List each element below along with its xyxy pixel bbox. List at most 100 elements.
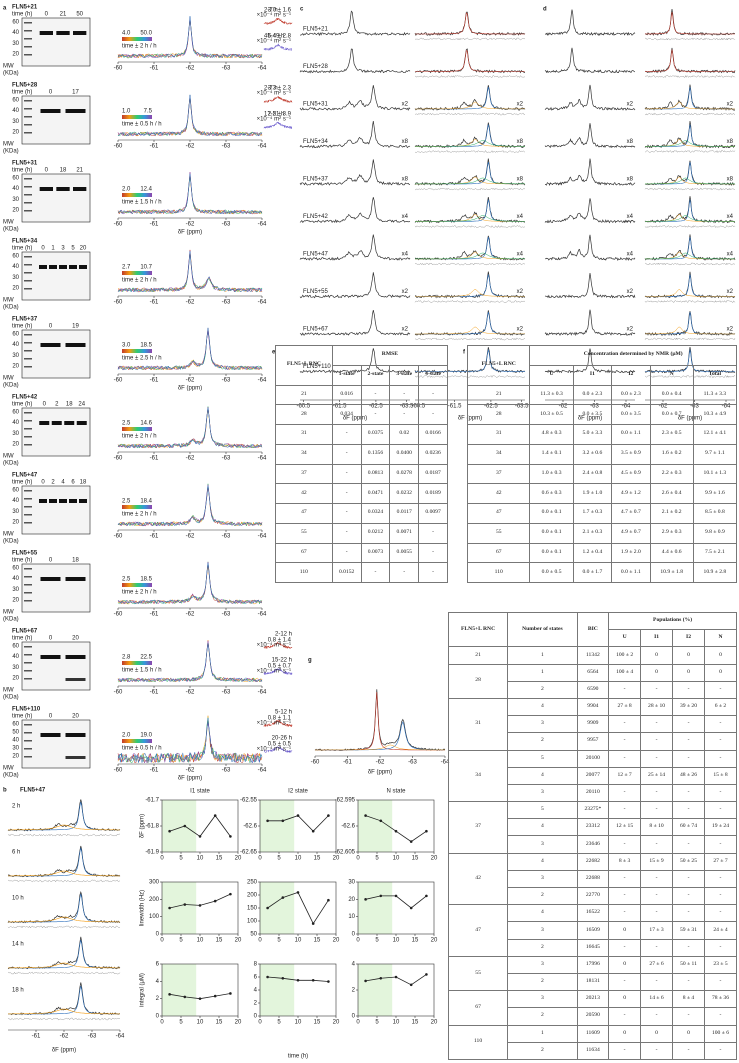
table-cell: - [672,715,705,734]
table-cell: 9.8 ± 0.9 [692,522,738,544]
table-cell: 10.1 ± 1.3 [692,463,738,485]
data-point [364,979,367,983]
table-cell: - [608,801,642,820]
scale-factor: x2 [627,102,634,108]
spectrum-trace [644,300,736,303]
construct-name: FLN5+31 [12,161,38,167]
spectrum-trace [414,149,526,153]
data-point [296,814,300,817]
ladder-band [24,334,32,336]
table-cell: 0.0212 [360,522,391,544]
data-point [425,973,428,976]
spectrum-trace [117,643,263,683]
construct-name: FLN5+21 [12,5,38,11]
gel-band [65,343,86,347]
table-cell: - [703,1007,738,1026]
table-cell: - [608,732,642,751]
table-cell: 0.0 ± 2.3 [572,384,613,406]
table-cell: 3 [507,869,578,889]
table-cell: 17996 [576,955,610,974]
table-cell: 7.5 ± 2.1 [692,542,738,564]
ladder-band [24,194,32,196]
ladder-band [24,412,32,414]
table-cell: 0 [608,955,642,974]
spectrum-trace [299,159,411,186]
state-title: I2 state [288,789,308,795]
tick-label: -60 [311,760,320,766]
tick-label: 4 [156,979,160,985]
mw-label: 30 [12,431,19,437]
spectrum-trace [299,120,411,149]
mw-label: 30 [12,119,19,125]
table-cell: N [703,629,738,648]
lane-label: 0 [49,558,53,564]
construct-name: FLN5+47 [12,473,38,479]
colorbar-label: 14.6 [140,421,152,427]
spectrum-trace [414,187,526,191]
time-label: 6 h [12,850,20,856]
table-cell: 11634 [576,1041,610,1061]
tick-label: -62 [186,144,195,150]
table-cell: 5 [507,749,578,768]
data-point [281,819,285,823]
table-cell: 11.3 ± 3.3 [692,384,738,406]
table-cell: 4 [507,904,578,923]
ladder-band [24,272,32,274]
ladder-band [24,678,32,680]
table-cell: 16509 [576,921,610,940]
header-row: FLN5+L RNC Number of states BIC Populations… [447,611,737,648]
data-point [229,992,232,995]
table-cell: 0 [703,646,738,665]
ladder-band [24,724,32,726]
table-cell: - [389,562,420,583]
gel [21,719,91,769]
table-cell: 0.0117 [389,503,420,524]
gel [21,563,91,613]
tick-label: -60 [114,144,123,150]
table-cell: 1.0 ± 0.3 [529,463,574,485]
table-cell: 3-state [389,364,420,386]
tick-label: 20 [431,856,438,862]
inset-time: 2-7 h [264,86,278,92]
ladder-band [24,646,32,648]
table-cell: I1 [640,629,674,648]
table-cell: 8 ± 4 [672,990,705,1009]
data-point [183,903,187,906]
time-label: 2 h [12,804,20,810]
gel-band [65,678,86,681]
table-cell: - [640,783,674,803]
tick-label: -64 [258,534,267,540]
table-cell: 47 [466,503,531,524]
table-cell: - [331,443,362,465]
table-cell: - [640,715,674,734]
data-point [213,899,217,903]
table-cell: 110 [466,562,531,583]
table-cell: 1.9 ± 2.0 [611,542,651,564]
spectrum-trace [645,49,735,72]
table-cell: 0.0 ± 0.1 [529,522,574,544]
spectrum-trace [415,86,525,110]
table-cell: 11609 [576,1024,610,1043]
lane-label: 20 [72,636,79,642]
highlight-region [260,882,295,934]
ladder-band [24,428,32,430]
panel-label: f [463,350,466,356]
construct-name: FLN5+37 [303,177,329,183]
table-cell: I1 [572,364,613,386]
table-cell: 4.4 ± 0.6 [649,542,694,564]
spectrum-trace [314,689,446,752]
time-label: time (h) [12,402,32,408]
table-cell: 2 [507,1041,578,1061]
table-cell: 0.0189 [418,483,448,504]
spectrum-trace [645,311,735,335]
table-cell: - [640,904,674,923]
axis-title: δF (ppm) [140,814,146,838]
data-point [379,894,383,898]
gel-band [59,499,67,503]
table-cell: 37 [466,463,531,485]
tick-label: -64 [258,222,267,228]
spectrum-trace [117,640,263,683]
data-point [229,835,232,838]
table-row: 31 4 9904 27 ± 8 28 ± 10 39 ± 20 6 ± 2 [447,697,738,751]
